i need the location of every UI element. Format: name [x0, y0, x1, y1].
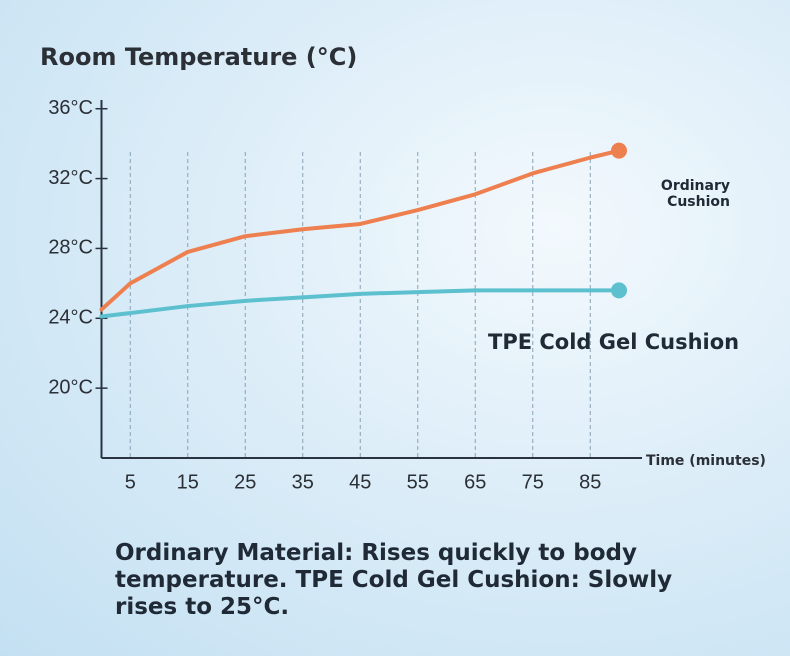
caption: Ordinary Material: Rises quickly to body…	[115, 540, 673, 620]
chart-title: Room Temperature (°C)	[40, 43, 357, 71]
series-line	[99, 288, 621, 319]
series-line	[99, 148, 621, 312]
series-label: Ordinary Cushion	[660, 178, 730, 210]
x-tick-label: 15	[177, 471, 199, 493]
x-tick-label: 55	[407, 471, 429, 493]
x-tick-label: 75	[522, 471, 544, 493]
end-point	[611, 142, 627, 159]
x-tick-label: 65	[464, 471, 486, 493]
x-tick-label: 25	[234, 471, 256, 493]
series-label: TPE Cold Gel Cushion	[488, 330, 740, 354]
x-tick-label: 5	[125, 471, 136, 493]
y-tick-label: 20°C	[48, 376, 93, 398]
y-tick-label: 28°C	[48, 237, 93, 259]
x-axis-label: Time (minutes)	[646, 453, 766, 469]
y-tick-label: 32°C	[48, 167, 93, 189]
x-tick-label: 45	[349, 471, 371, 493]
end-point	[611, 282, 627, 299]
y-tick-label: 24°C	[48, 307, 93, 329]
x-tick-label: 85	[579, 471, 601, 493]
y-tick-label: 36°C	[48, 97, 93, 119]
x-tick-label: 35	[292, 471, 314, 493]
